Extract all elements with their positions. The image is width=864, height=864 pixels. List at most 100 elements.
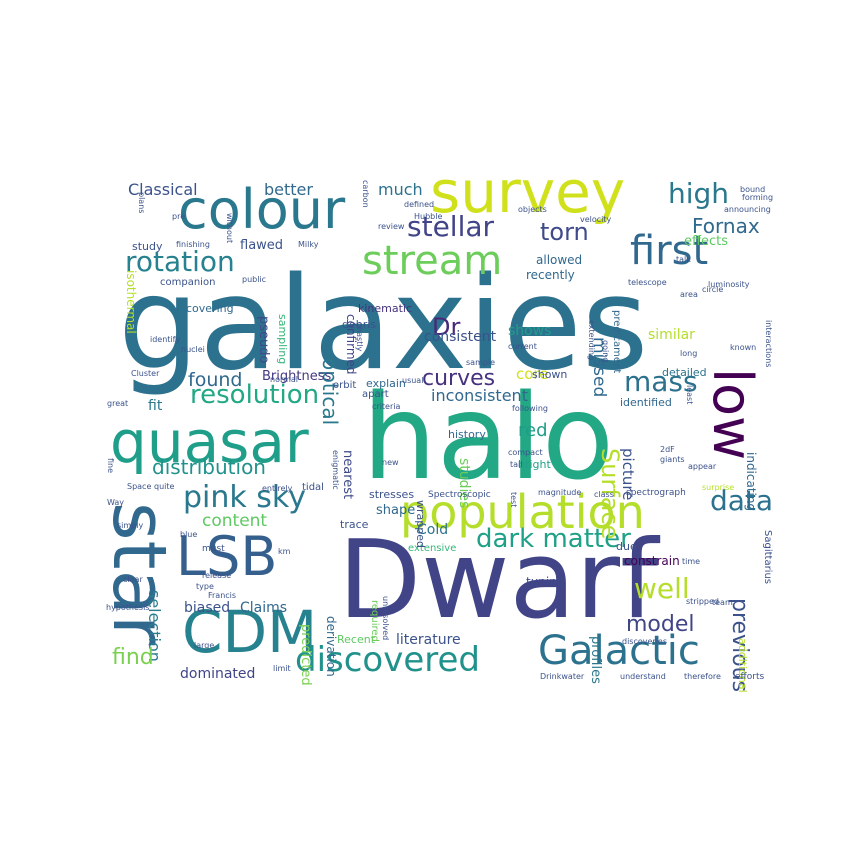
- word-torn: torn: [540, 218, 589, 246]
- word-consistent: consistent: [424, 329, 497, 345]
- word-similar: similar: [648, 327, 695, 343]
- word-sampling: sampling: [276, 314, 289, 364]
- word-plans: plans: [137, 192, 146, 213]
- word-shown: shown: [532, 368, 567, 381]
- word-appear: appear: [688, 462, 717, 471]
- word-enigmatic: enigmatic: [331, 450, 340, 490]
- word-luminosity: luminosity: [708, 280, 750, 289]
- word-detailed: detailed: [662, 366, 707, 379]
- word-studies: studies: [456, 458, 472, 508]
- word-interactions: interactions: [764, 320, 773, 367]
- word-normal: normal: [270, 375, 298, 384]
- word-effects: effects: [684, 234, 728, 249]
- word-identify: identify: [150, 335, 180, 344]
- word-current: current: [508, 342, 537, 351]
- word-biased: biased: [184, 600, 230, 616]
- word-selection: selection: [145, 590, 164, 662]
- word-going: going: [601, 340, 610, 362]
- word-debris: debris: [342, 318, 376, 331]
- word-predicament: predicament: [611, 310, 622, 373]
- word-ghastly: ghastly: [355, 322, 364, 352]
- word-population: population: [400, 485, 645, 539]
- word-shape: shape: [376, 503, 415, 518]
- word-clear: clear: [123, 575, 143, 584]
- word-constrain: constrain: [624, 554, 680, 568]
- word-2df: 2dF: [660, 445, 675, 454]
- word-discovered: discovered: [295, 640, 480, 680]
- word-missed: missed: [589, 337, 609, 397]
- word-quasar: quasar: [110, 408, 309, 476]
- word-drinkwater: Drinkwater: [540, 672, 585, 681]
- word-bright: bright: [518, 458, 552, 471]
- word-shows: shows: [508, 323, 551, 339]
- word-well: well: [634, 572, 690, 605]
- word-release: release: [202, 571, 231, 580]
- word-new: new: [382, 458, 399, 467]
- word-trace: trace: [340, 518, 369, 531]
- word-large: large: [194, 641, 214, 650]
- word-covering: covering: [186, 302, 234, 315]
- word-high: high: [668, 177, 729, 210]
- word-area: area: [680, 290, 698, 299]
- word-tidal: tidal: [302, 482, 324, 493]
- word-claims: Claims: [240, 600, 287, 616]
- word-sample: sample: [466, 358, 495, 367]
- word-announcing: announcing: [724, 205, 771, 214]
- word-without: without: [225, 213, 234, 243]
- word-type: type: [196, 582, 214, 591]
- word-hubble: Hubble: [414, 212, 442, 221]
- word-extensive: extensive: [408, 543, 456, 554]
- word-bound: bound: [740, 185, 765, 194]
- word-literature: literature: [396, 632, 461, 648]
- word-nearest: nearest: [340, 450, 355, 499]
- word-space: Space: [127, 482, 151, 491]
- word-cluster: Cluster: [131, 369, 160, 378]
- word-circle: circle: [702, 285, 723, 294]
- word-hypothesis: hypothesis: [106, 603, 149, 612]
- word-predicted: predicted: [298, 624, 313, 686]
- word-mass: mass: [624, 365, 698, 398]
- word-stripped: stripped: [686, 597, 719, 606]
- word-blue: blue: [180, 530, 197, 539]
- word-kinematic: kinematic: [358, 302, 412, 315]
- word-much: much: [378, 180, 423, 199]
- word-efforts: efforts: [735, 672, 764, 682]
- word-spectrograph: spectrograph: [626, 488, 686, 498]
- word-usual: usual: [402, 376, 423, 385]
- word-telescope: telescope: [628, 278, 667, 287]
- word-entirely: entirely: [262, 484, 293, 493]
- word-cold: Cold: [417, 522, 448, 538]
- word-resolution: resolution: [190, 380, 319, 410]
- word-apart: apart: [362, 389, 389, 400]
- word-magnitude: magnitude: [538, 488, 581, 497]
- word-finishing: finishing: [176, 240, 210, 249]
- word-must: must: [202, 544, 225, 554]
- word-pink-sky: pink sky: [183, 480, 306, 515]
- word-profiles: profiles: [588, 636, 603, 684]
- word-halo: halo: [362, 368, 614, 506]
- word-team: team: [712, 598, 733, 607]
- word-francis: Francis: [208, 591, 236, 600]
- word-identified: identified: [620, 396, 672, 409]
- word-first: first: [630, 228, 708, 274]
- word-stream: stream: [362, 238, 502, 284]
- word-additional: additional: [736, 638, 749, 693]
- word-previous: previous: [727, 598, 752, 692]
- word-long: long: [680, 349, 697, 358]
- word-limit: limit: [273, 664, 291, 673]
- word-extending: extending: [587, 320, 596, 360]
- word-orbit: orbit: [333, 380, 356, 391]
- word-public: public: [242, 275, 266, 284]
- word-better: better: [264, 180, 313, 199]
- word-fine: fine: [106, 458, 115, 473]
- word-explain: explain: [366, 377, 406, 390]
- word-study: study: [132, 240, 163, 253]
- word-pseudo: pseudo: [256, 316, 271, 364]
- word-carbon: carbon: [361, 180, 370, 208]
- word-talk: talk: [676, 255, 691, 264]
- word-optical: optical: [318, 358, 342, 425]
- word-required: required: [369, 600, 380, 642]
- word-colour: colour: [178, 178, 346, 241]
- word-fit: fit: [148, 398, 163, 414]
- word-milky: Milky: [298, 240, 319, 249]
